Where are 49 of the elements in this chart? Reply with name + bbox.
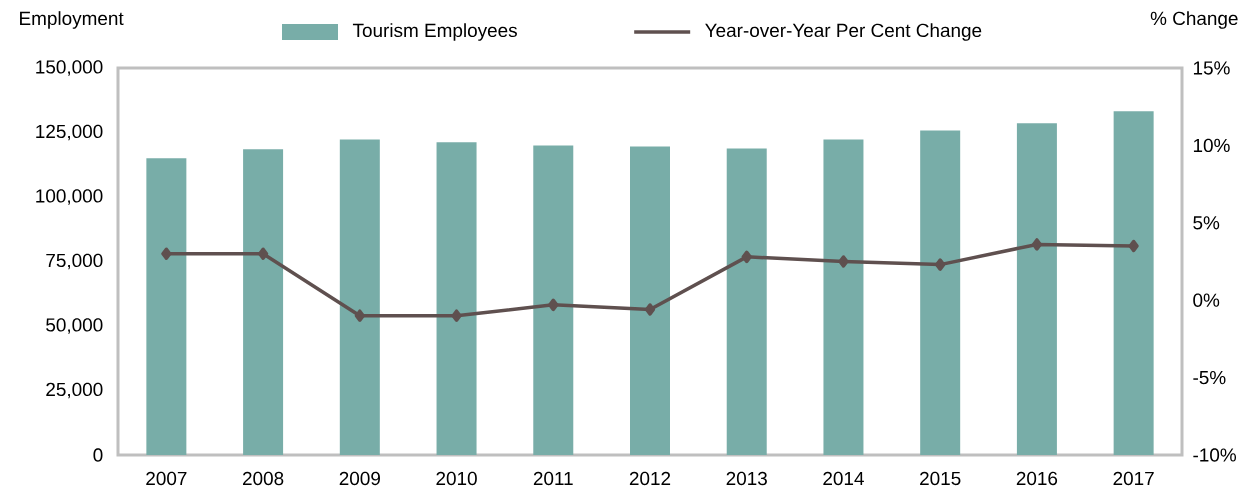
y-tick-label: 50,000 (46, 318, 103, 334)
bar (436, 142, 477, 455)
bar (823, 139, 864, 455)
bar (630, 146, 670, 455)
x-tick-label: 2017 (1113, 471, 1154, 486)
legend-label: Tourism Employees (352, 23, 517, 41)
x-tick-label: 2010 (436, 471, 477, 486)
y-tick-label: 25,000 (46, 382, 103, 399)
point (838, 255, 849, 268)
y2-axis-title: % Change (1150, 11, 1238, 29)
legend-label: Year-over-Year Per Cent Change (705, 23, 982, 41)
y2-tick-label: 5% (1193, 216, 1220, 230)
bar (726, 148, 767, 455)
point (644, 303, 656, 316)
y2-tick-label: -10% (1193, 448, 1237, 462)
x-tick-label: 2014 (823, 471, 864, 486)
point (161, 247, 172, 261)
x-tick-label: 2012 (629, 471, 671, 486)
point (548, 298, 559, 312)
y-axis-title: Employment (20, 11, 124, 29)
x-tick-label: 2008 (242, 471, 284, 486)
x-tick-label: 2007 (146, 471, 187, 486)
point (354, 309, 365, 322)
y2-tick-label: 10% (1193, 138, 1230, 153)
y2-tick-label: -5% (1193, 370, 1226, 385)
y-tick-label: 0 (93, 448, 103, 462)
y2-tick-label: 15% (1193, 61, 1230, 75)
point (257, 247, 269, 261)
y-tick-label: 100,000 (36, 189, 103, 205)
x-tick-label: 2015 (920, 471, 961, 486)
point (935, 258, 946, 271)
point (1128, 239, 1139, 253)
bar (146, 158, 187, 455)
bar (533, 145, 574, 455)
y-tick-label: 125,000 (36, 124, 103, 141)
x-tick-label: 2009 (339, 471, 380, 486)
y-tick-label: 75,000 (46, 253, 103, 270)
point (451, 309, 462, 322)
x-tick-label: 2013 (726, 471, 767, 486)
x-tick-label: 2011 (533, 471, 573, 486)
bar (920, 130, 961, 455)
bar (339, 139, 380, 455)
bar (1113, 111, 1154, 455)
bar (1016, 123, 1057, 455)
point (741, 250, 752, 264)
y2-tick-label: 0% (1193, 293, 1220, 307)
y-tick-label: 150,000 (36, 60, 103, 76)
x-tick-label: 2016 (1016, 471, 1058, 486)
bar (243, 149, 284, 455)
